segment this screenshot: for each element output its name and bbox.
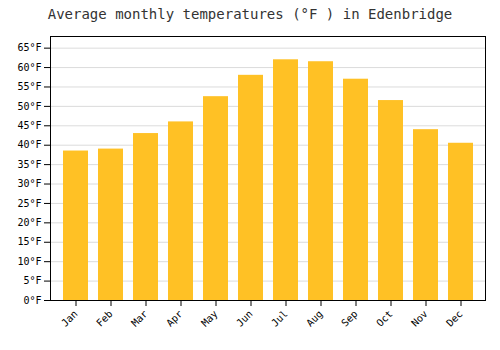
svg-text:Nov: Nov [409,308,430,329]
svg-text:55°F: 55°F [17,81,41,92]
svg-text:Feb: Feb [94,308,115,329]
svg-text:Jul: Jul [269,308,290,329]
svg-text:Aug: Aug [304,308,325,329]
svg-text:May: May [199,308,220,329]
svg-text:30°F: 30°F [17,178,41,189]
svg-text:5°F: 5°F [23,275,41,286]
svg-text:Mar: Mar [129,308,150,329]
svg-text:20°F: 20°F [17,217,41,228]
svg-text:0°F: 0°F [23,295,41,306]
svg-text:40°F: 40°F [17,139,41,150]
svg-text:60°F: 60°F [17,62,41,73]
svg-text:25°F: 25°F [17,198,41,209]
svg-text:50°F: 50°F [17,101,41,112]
svg-text:45°F: 45°F [17,120,41,131]
html-text:Average monthly temperatures (: Average monthly temperatures (°F ) in Ed… [47,6,453,22]
svg-text:Apr: Apr [164,308,185,329]
svg-text:Oct: Oct [374,308,395,329]
svg-text:10°F: 10°F [17,256,41,267]
svg-text:Dec: Dec [444,308,465,329]
svg-text:Sep: Sep [339,308,360,329]
svg-text:Jan: Jan [59,308,80,329]
svg-text:35°F: 35°F [17,159,41,170]
svg-text:Jun: Jun [234,308,255,329]
svg-text:65°F: 65°F [17,42,41,53]
svg-text:15°F: 15°F [17,236,41,247]
